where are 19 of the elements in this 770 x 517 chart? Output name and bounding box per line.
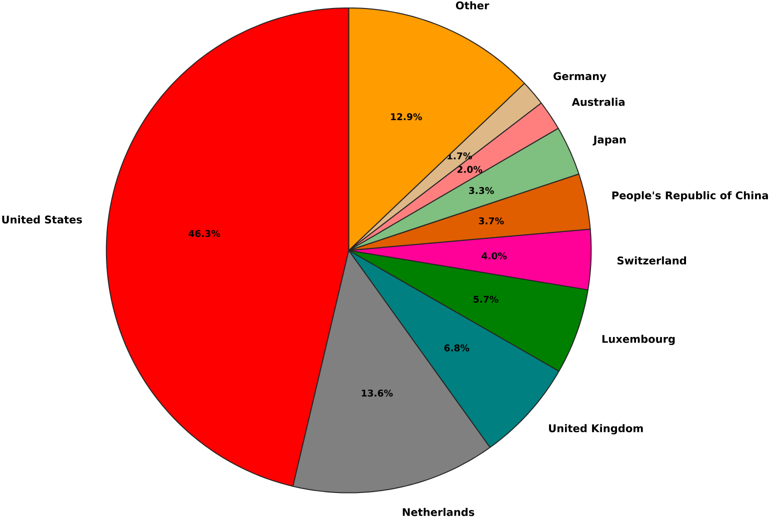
slice-label: People's Republic of China <box>612 191 768 202</box>
slice-label: Luxembourg <box>602 334 675 345</box>
data-label: 4.0% <box>482 252 507 260</box>
data-label: 5.7% <box>474 296 498 303</box>
data-label: 46.3% <box>188 230 220 237</box>
data-label: 3.3% <box>469 186 494 194</box>
slice-label: Japan <box>592 136 626 146</box>
slice-label: United Kingdom <box>549 424 643 434</box>
slice-label: Other <box>456 1 490 10</box>
slice-label: Australia <box>572 98 625 106</box>
slice-label: United States <box>2 215 82 224</box>
data-label: 3.7% <box>478 217 504 224</box>
data-label: 6.8% <box>444 344 470 352</box>
slice-label: Netherlands <box>402 508 474 516</box>
data-label: 12.9% <box>391 113 422 120</box>
data-label: 2.0% <box>457 166 482 173</box>
data-label: 13.6% <box>362 389 393 396</box>
slice-label: Switzerland <box>618 256 686 264</box>
slice-label: Germany <box>554 72 606 82</box>
